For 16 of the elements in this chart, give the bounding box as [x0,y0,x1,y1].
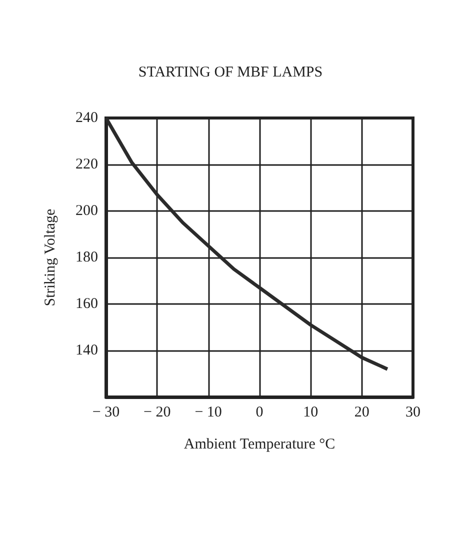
x-tick-label: 0 [256,404,264,420]
x-axis-title: Ambient Temperature °C [184,436,336,452]
y-tick-label: 240 [76,110,98,126]
chart-title: STARTING OF MBF LAMPS [138,64,323,80]
x-tick-label: − 20 [144,404,171,420]
y-tick-label: 180 [76,250,98,266]
y-axis-title: Striking Voltage [42,208,58,306]
x-tick-label: − 10 [194,404,222,420]
x-tick-label: 20 [354,404,370,420]
x-tick-label: 10 [303,404,318,420]
y-tick-label: 140 [76,342,98,358]
y-tick-label: 200 [76,203,98,219]
x-tick-label: 30 [406,404,420,420]
x-tick-label: − 30 [92,404,120,420]
y-tick-label: 160 [76,296,98,312]
y-tick-label: 220 [76,156,98,172]
